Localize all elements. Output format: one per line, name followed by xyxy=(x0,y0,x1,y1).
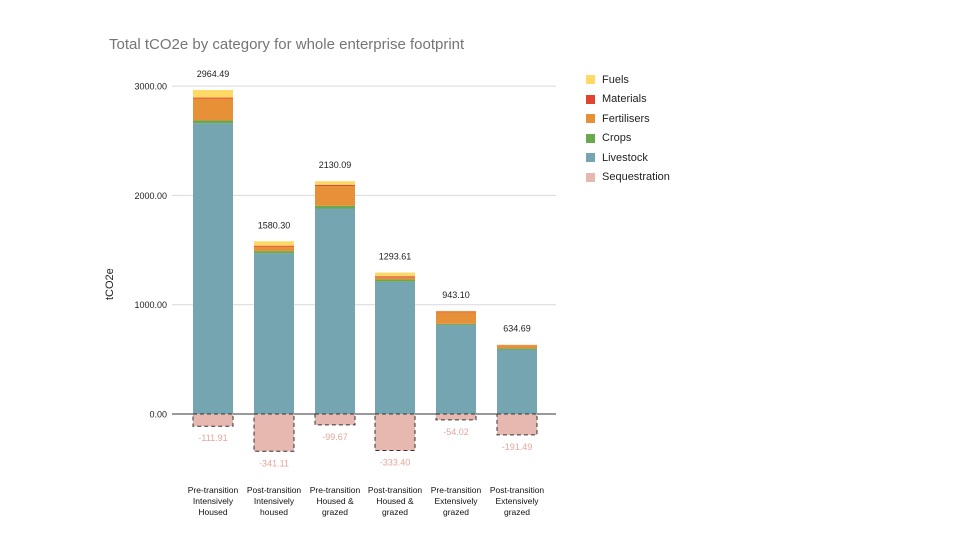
bar-segment-livestock xyxy=(497,349,537,414)
bar-segment-crops xyxy=(254,251,294,254)
bar-segment-materials xyxy=(254,245,294,247)
total-data-label: 1580.30 xyxy=(258,220,291,230)
chart-title: Total tCO2e by category for whole enterp… xyxy=(109,36,465,53)
total-data-label: 1293.61 xyxy=(379,252,412,262)
legend-label: Sequestration xyxy=(602,171,670,184)
y-tick-label: 3000.00 xyxy=(134,82,167,92)
bar-segment-fuels xyxy=(497,344,537,346)
legend-label: Livestock xyxy=(602,151,648,164)
bar-segment-fuels xyxy=(315,181,355,186)
x-tick-label: Pre-transition Extensively grazed xyxy=(430,485,482,517)
legend-item: Livestock xyxy=(586,148,670,168)
sequestration-data-label: -191.49 xyxy=(502,442,533,452)
x-tick-label: Post-transition Intensively housed xyxy=(246,485,302,517)
bar-segment-livestock xyxy=(254,253,294,414)
legend-swatch xyxy=(586,94,595,104)
x-tick-label: Post-transition Housed & grazed xyxy=(367,485,423,517)
legend-label: Materials xyxy=(602,93,647,106)
sequestration-data-label: -99.67 xyxy=(322,432,348,442)
legend-label: Fuels xyxy=(602,73,629,86)
y-tick-label: 0.00 xyxy=(149,410,167,420)
bar-segment-livestock xyxy=(375,281,415,414)
bar-segment-sequestration xyxy=(253,413,295,452)
legend-item: Fertilisers xyxy=(586,109,670,129)
x-tick-label: Pre-transition Housed & grazed xyxy=(309,485,361,517)
x-tick-label: Pre-transition Intensively Housed xyxy=(187,485,239,517)
sequestration-data-label: -54.02 xyxy=(443,427,469,437)
bar-segment-fertilisers xyxy=(315,186,355,206)
bar-segment-crops xyxy=(193,120,233,124)
total-data-label: 634.69 xyxy=(503,324,531,334)
bar-segment-materials xyxy=(375,276,415,278)
bar-segment-crops xyxy=(497,348,537,350)
bar-segment-materials xyxy=(193,97,233,99)
bar-segment-livestock xyxy=(193,123,233,415)
bar-segment-materials xyxy=(315,185,355,187)
bar-segment-materials xyxy=(436,311,476,313)
legend-item: Fuels xyxy=(586,70,670,90)
bar-segment-sequestration xyxy=(314,413,356,426)
total-data-label: 943.10 xyxy=(442,290,470,300)
legend-label: Fertilisers xyxy=(602,112,650,125)
bar-segment-fertilisers xyxy=(497,345,537,349)
bar-segment-crops xyxy=(436,323,476,325)
legend-swatch xyxy=(586,114,595,124)
total-data-label: 2964.49 xyxy=(197,69,230,79)
bar-segment-fertilisers xyxy=(254,246,294,252)
legend-item: Sequestration xyxy=(586,168,670,188)
legend-item: Crops xyxy=(586,129,670,149)
legend: Fuels Materials Fertilisers Crops Livestock S… xyxy=(586,70,670,187)
y-tick-label: 1000.00 xyxy=(134,300,167,310)
legend-swatch xyxy=(586,172,595,182)
y-tick-label: 2000.00 xyxy=(134,191,167,201)
sequestration-data-label: -341.11 xyxy=(259,458,289,468)
bar-segment-crops xyxy=(315,205,355,209)
bar-segment-sequestration xyxy=(192,413,234,427)
legend-swatch xyxy=(586,133,595,143)
bar-segment-materials xyxy=(497,345,537,346)
x-tick-label: Post-transition Extensively grazed xyxy=(489,485,545,517)
bar-segment-fuels xyxy=(254,241,294,246)
bar-segment-sequestration xyxy=(435,413,477,421)
bar-segment-fuels xyxy=(375,272,415,277)
bar-segment-fertilisers xyxy=(375,277,415,280)
sequestration-data-label: -111.91 xyxy=(198,433,227,443)
bar-segment-livestock xyxy=(436,324,476,414)
bar-segment-sequestration xyxy=(496,413,538,436)
bar-segment-fuels xyxy=(193,89,233,98)
bar-segment-fuels xyxy=(436,310,476,312)
total-data-label: 2130.09 xyxy=(319,160,352,170)
legend-label: Crops xyxy=(602,132,632,145)
bar-segment-livestock xyxy=(315,208,355,414)
bar-segment-fertilisers xyxy=(193,98,233,121)
bar-segment-fertilisers xyxy=(436,312,476,324)
bar-segment-sequestration xyxy=(374,413,416,451)
bar-segment-crops xyxy=(375,279,415,282)
legend-item: Materials xyxy=(586,90,670,110)
legend-swatch xyxy=(586,75,595,85)
legend-swatch xyxy=(586,153,595,163)
sequestration-data-label: -333.40 xyxy=(380,457,411,467)
